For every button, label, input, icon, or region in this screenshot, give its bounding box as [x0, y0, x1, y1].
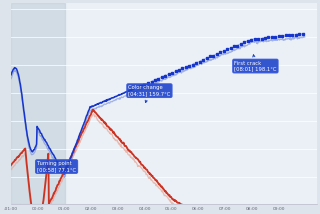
- Text: Color change
[04:31] 159.7°C: Color change [04:31] 159.7°C: [128, 85, 171, 103]
- Bar: [11, 3, 65, 204]
- Text: First crack
[08:01] 198.1°C: First crack [08:01] 198.1°C: [234, 55, 277, 71]
- Text: Turning point
[00:58] 77.1°C: Turning point [00:58] 77.1°C: [37, 161, 76, 174]
